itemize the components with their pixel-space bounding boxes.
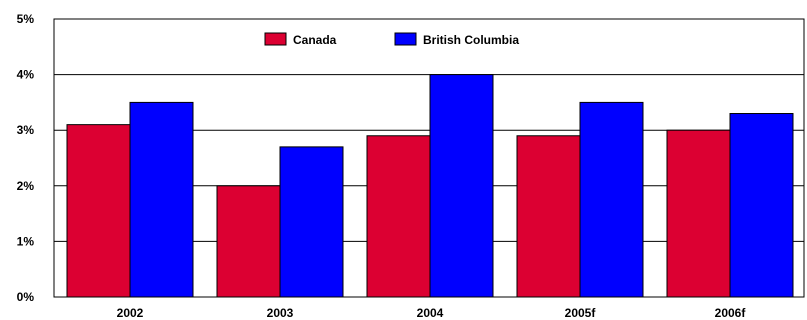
legend-label: Canada [293,33,337,47]
bars [66,74,794,298]
x-tick-label: 2002 [117,306,144,320]
bar-canada-2006f [666,129,731,298]
y-axis-ticks: 0% 1% 2% 3% 4% 5% [17,12,35,304]
bar-british-columbia-2006f [729,113,794,298]
bar-british-columbia-2002 [129,101,194,298]
bar-canada-2003 [216,185,281,298]
y-tick-label: 2% [17,179,35,193]
y-tick-label: 1% [17,234,35,248]
x-axis-ticks: 2002 2003 2004 2005f 2006f [117,306,747,320]
y-tick-label: 5% [17,12,35,26]
bar-british-columbia-2003 [279,146,344,298]
x-tick-label: 2004 [417,306,444,320]
legend-swatch [264,32,287,46]
legend: Canada British Columbia [264,32,519,47]
x-tick-label: 2005f [565,306,597,320]
bar-british-columbia-2004 [429,74,494,298]
x-tick-label: 2003 [267,306,294,320]
legend-swatch [394,32,417,46]
bar-british-columbia-2005f [579,101,644,298]
bar-canada-2002 [66,124,131,298]
y-tick-label: 0% [17,290,35,304]
legend-label: British Columbia [423,33,519,47]
plot-frame [53,18,805,298]
y-tick-label: 4% [17,68,35,82]
x-tick-label: 2006f [715,306,747,320]
bar-canada-2005f [516,135,581,298]
y-tick-label: 3% [17,123,35,137]
bar-canada-2004 [366,135,431,298]
